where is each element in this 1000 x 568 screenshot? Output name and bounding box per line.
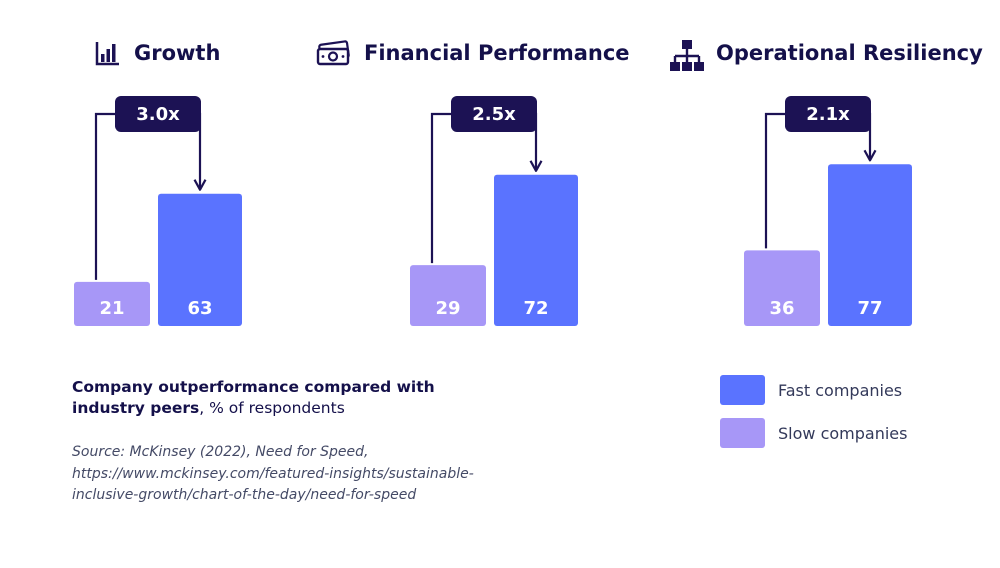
panel-header: Operational Resiliency [670, 36, 983, 71]
bar-chart-financial-performance: 2.5x 29 72 [410, 96, 578, 326]
bar-chart-icon [94, 39, 122, 67]
legend-label: Fast companies [778, 380, 903, 400]
bar-slow [74, 281, 150, 326]
legend-swatch [720, 375, 765, 405]
money-icon [316, 39, 352, 67]
bar-slow [410, 265, 486, 326]
caption-bold: Company outperformance compared with ind… [72, 378, 435, 417]
panel-title: Growth [134, 41, 221, 65]
bar-value-slow: 29 [435, 298, 460, 319]
bar-value-slow: 36 [769, 298, 794, 319]
bar-value-fast: 63 [187, 298, 212, 319]
chart-panel-operational-resiliency: Operational Resiliency 2.1x 36 77 [670, 0, 983, 340]
bar-fast [158, 193, 242, 326]
chart-caption: Company outperformance compared with ind… [72, 377, 492, 419]
source-line: inclusive-growth/chart-of-the-day/need-f… [72, 487, 417, 503]
ratio-badge [785, 96, 871, 132]
ratio-badge [451, 96, 537, 132]
bar-value-fast: 77 [857, 298, 882, 319]
chart-panel-financial-performance: Financial Performance 2.5x 29 72 [316, 0, 630, 340]
panel-header: Financial Performance [316, 36, 630, 70]
bar-fast [494, 174, 578, 326]
source-line: https://www.mckinsey.com/featured-insigh… [72, 465, 474, 482]
caption-rest: , % of respondents [199, 399, 345, 417]
legend: Fast companies Slow companies [720, 374, 907, 460]
panel-title: Operational Resiliency [716, 41, 983, 65]
legend-swatch [720, 418, 765, 448]
panel-header: Growth [94, 36, 220, 70]
panel-title: Financial Performance [364, 41, 630, 65]
bar-value-fast: 72 [523, 298, 548, 319]
source-line: Source: McKinsey (2022), Need for Speed, [72, 444, 369, 460]
arrow-head [863, 149, 877, 162]
ratio-label: 2.1x [806, 104, 850, 125]
bar-value-slow: 21 [99, 298, 124, 319]
bar-chart-operational-resiliency: 2.1x 36 77 [744, 96, 912, 326]
chart-panel-growth: Growth 3.0x 21 63 [72, 0, 262, 340]
bar-chart-growth: 3.0x 21 63 [74, 96, 242, 326]
arrow-head [193, 179, 207, 191]
ratio-label: 3.0x [136, 104, 180, 125]
ratio-badge [115, 96, 201, 132]
legend-item-slow: Slow companies [720, 417, 907, 449]
bar-fast [828, 164, 912, 326]
source-note: Source: McKinsey (2022), Need for Speed,… [72, 442, 502, 507]
bar-slow [744, 250, 820, 326]
hierarchy-icon [670, 39, 704, 71]
legend-label: Slow companies [778, 423, 908, 443]
ratio-label: 2.5x [472, 104, 516, 125]
arrow-head [529, 160, 543, 172]
legend-item-fast: Fast companies [720, 374, 907, 406]
